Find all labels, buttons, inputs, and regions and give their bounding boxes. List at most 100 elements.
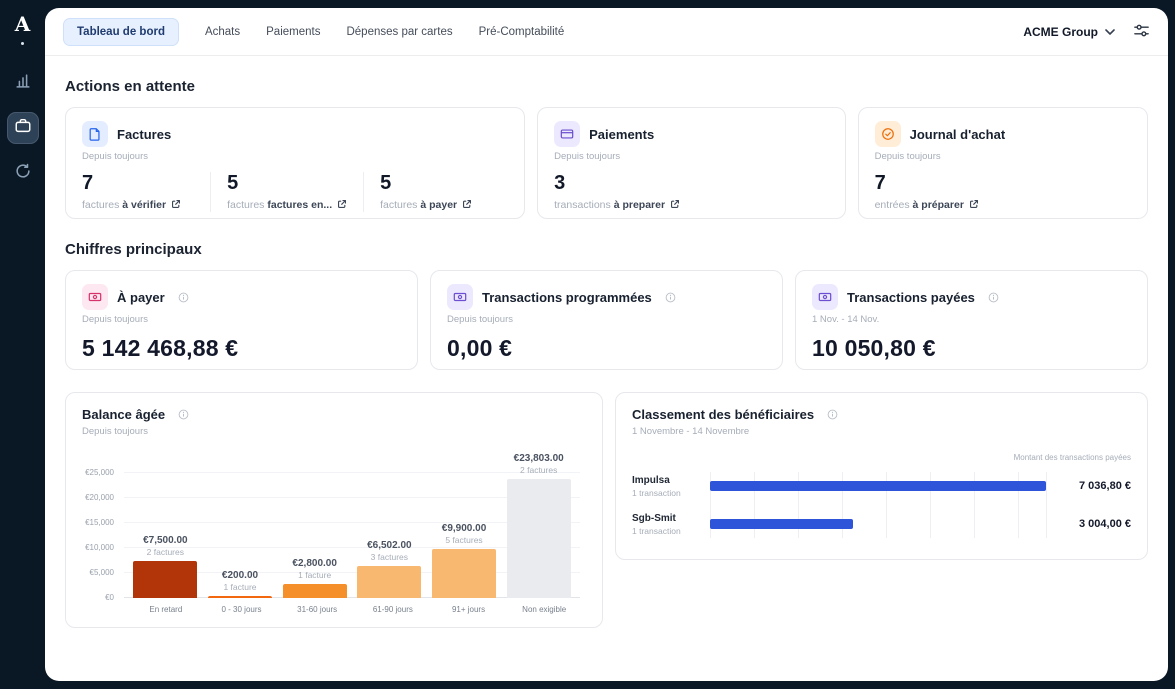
card-subtitle: Depuis toujours <box>82 314 149 325</box>
x-axis-labels: En retard 0 - 30 jours 31-60 jours 61-90 jo… <box>124 605 586 614</box>
card-title: Transactions programmées <box>482 289 652 305</box>
bar-31-60 jours[interactable] <box>282 584 347 598</box>
external-link-icon <box>969 199 979 212</box>
bar-row <box>710 472 1046 500</box>
top-navigation: Tableau de bord Achats Paiements Dépense… <box>45 8 1168 56</box>
paiements-stats: 3 transactions à preparer <box>554 172 828 212</box>
gridline <box>124 547 580 548</box>
tab-paiements[interactable]: Paiements <box>266 25 321 38</box>
stat-label: transactions à preparer <box>554 199 812 212</box>
bar-impulsa[interactable] <box>710 481 1046 491</box>
card-paiements-header: Paiements <box>554 121 828 147</box>
chevron-down-icon <box>1105 25 1115 39</box>
info-icon[interactable] <box>988 292 999 303</box>
filters-button[interactable] <box>1133 22 1150 42</box>
chart-subtitle: 1 Novembre - 14 Novembre <box>632 426 750 437</box>
org-selector[interactable]: ACME Group <box>1023 25 1115 39</box>
x-tick-label: 0 - 30 jours <box>221 605 262 614</box>
stat-value: 7 <box>82 172 94 194</box>
tab-tableau-de-bord[interactable]: Tableau de bord <box>63 17 179 46</box>
card-subtitle: Depuis toujours <box>82 151 149 162</box>
sliders-icon <box>1133 22 1150 42</box>
axis-label: Montant des transactions payées <box>1013 453 1131 462</box>
stat-entrees-a-preparer[interactable]: 7 entrées à préparer <box>875 172 1131 212</box>
bar-slot: €23,803.00 2 factures <box>501 453 576 598</box>
info-icon[interactable] <box>827 409 838 420</box>
amount-payees: 10 050,80 € <box>812 335 936 361</box>
bar-sgb-smit[interactable] <box>710 519 854 529</box>
bar-slot: €7,500.00 2 factures <box>128 473 203 598</box>
bar-Non exigible[interactable] <box>506 479 571 598</box>
x-tick-label: En retard <box>149 605 183 614</box>
chart-title: Balance âgée <box>82 407 166 422</box>
card-title: Factures <box>117 126 172 142</box>
stat-factures-a-payer[interactable]: 5 factures à payer <box>363 172 508 212</box>
stat-factures-en-cours[interactable]: 5 factures factures en... <box>210 172 363 212</box>
balance-bar-chart: €0 €5,000 €10,000 €15,000 €20,000 €25,000 €7,… <box>82 453 586 602</box>
x-tick-label: 91+ jours <box>451 605 486 614</box>
amount-programmees: 0,00 € <box>447 335 513 361</box>
y-tick-label: €20,000 <box>85 493 114 502</box>
y-tick-label: €10,000 <box>85 543 114 552</box>
beneficiary-sub: 1 transaction <box>632 525 681 536</box>
org-name: ACME Group <box>1023 24 1098 39</box>
info-icon[interactable] <box>178 409 189 420</box>
tab-depenses-par-cartes[interactable]: Dépenses par cartes <box>346 25 453 38</box>
card-factures-header: Factures <box>82 121 508 147</box>
value-impulsa: 7 036,80 € <box>1079 480 1131 492</box>
stat-value: 5 <box>380 172 392 194</box>
stat-value: 7 <box>874 172 886 194</box>
tab-pre-comptabilite[interactable]: Pré-Comptabilité <box>478 25 565 38</box>
external-link-icon <box>670 199 680 212</box>
bar-91+ jours[interactable] <box>431 548 497 598</box>
card-factures: Factures Depuis toujours 7 factures à vé… <box>65 107 526 219</box>
bar-0 - 30 jours[interactable] <box>207 596 273 598</box>
figures-cards-row: À payer Depuis toujours 5 142 468,88 € T… <box>65 270 1148 370</box>
beneficiaries-chart: Impulsa 1 transaction Sgb-Smit 1 transac… <box>632 472 1131 538</box>
external-link-icon <box>462 199 472 212</box>
charts-row: Balance âgée Depuis toujours €0 €5,000 €10… <box>65 392 1148 628</box>
chart-balance-agee: Balance âgée Depuis toujours €0 €5,000 €10… <box>65 392 603 628</box>
clock-check-icon <box>874 121 901 147</box>
info-icon[interactable] <box>665 292 676 303</box>
chart-beneficiaires: Classement des bénéficiaires 1 Novembre … <box>615 392 1148 560</box>
stat-label: entrées à préparer <box>875 199 1115 212</box>
stat-transactions-a-preparer[interactable]: 3 transactions à preparer <box>554 172 828 212</box>
stat-factures-a-verifier[interactable]: 7 factures à vérifier <box>82 172 210 212</box>
sidebar-item-analytics[interactable] <box>7 67 39 99</box>
beneficiary-sub: 1 transaction <box>632 487 681 498</box>
stat-value: 5 <box>227 172 239 194</box>
tab-achats[interactable]: Achats <box>204 25 241 38</box>
amount-a-payer: 5 142 468,88 € <box>82 335 239 361</box>
banknote-icon <box>82 284 108 310</box>
figure-card-header: Transactions payées <box>812 284 1131 310</box>
bar-slot: €9,900.00 5 factures <box>427 473 502 598</box>
x-tick-label: 61-90 jours <box>372 605 413 614</box>
beneficiary-row-label: Sgb-Smit 1 transaction <box>632 510 710 538</box>
gridline <box>124 472 580 473</box>
bars: €7,500.00 2 factures €200.00 1 facture €2,80… <box>124 453 580 598</box>
beneficiary-names: Impulsa 1 transaction Sgb-Smit 1 transac… <box>632 472 710 538</box>
sidebar-item-dashboard[interactable] <box>6 112 39 144</box>
external-link-icon <box>171 199 181 212</box>
history-icon <box>14 162 32 185</box>
app-logo[interactable]: A <box>14 12 31 36</box>
card-paiements: Paiements Depuis toujours 3 transactions… <box>537 107 846 219</box>
bar-row <box>710 510 1046 538</box>
gridline <box>124 572 580 573</box>
banknote-icon <box>812 284 838 310</box>
beneficiary-values: 7 036,80 € 3 004,00 € <box>1047 472 1131 538</box>
sidebar-item-history[interactable] <box>7 157 39 189</box>
actions-cards-row: Factures Depuis toujours 7 factures à vé… <box>65 107 1148 219</box>
tab-bar: Tableau de bord Achats Paiements Dépense… <box>63 17 565 46</box>
stat-label: factures factures en... <box>227 199 347 212</box>
bar-En retard[interactable] <box>133 560 198 598</box>
bar-slot: €200.00 1 facture <box>203 473 278 598</box>
stat-value: 3 <box>554 172 566 194</box>
bar-chart-icon <box>14 72 32 95</box>
bar-61-90 jours[interactable] <box>357 565 422 598</box>
y-tick-label: €0 <box>105 593 114 602</box>
info-icon[interactable] <box>178 292 189 303</box>
card-title: À payer <box>117 289 165 305</box>
